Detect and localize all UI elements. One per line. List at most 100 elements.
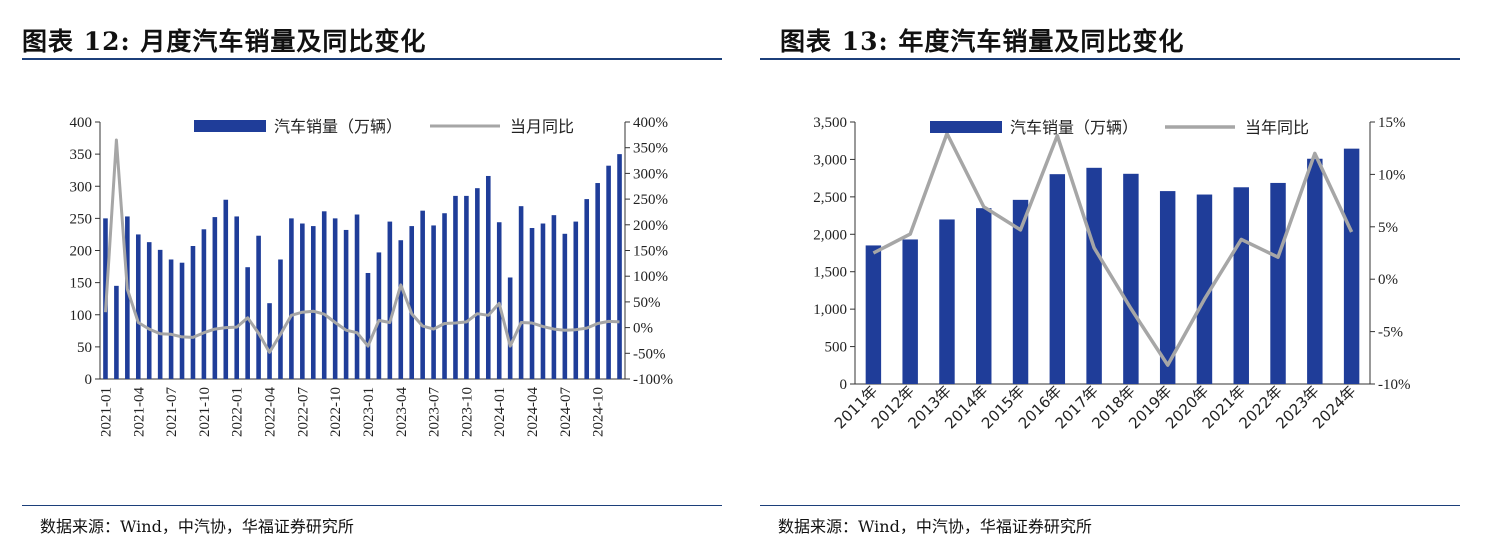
x-tick-label: 2023-07 — [427, 387, 443, 437]
sales-bar — [475, 188, 480, 379]
right-tick-label: 15% — [1378, 115, 1406, 131]
line-legend-label: 当月同比 — [510, 117, 574, 136]
sales-bar — [551, 215, 557, 379]
right-tick-label: -5% — [1378, 325, 1403, 341]
x-tick-label: 2021-01 — [98, 387, 114, 437]
annual-sales-chart: 0 500 1,000 1,500 2,000 2,500 3,000 3,500 -10% -5… — [813, 115, 1410, 432]
left-tick-label: 300 — [70, 179, 93, 195]
sales-bar — [398, 240, 404, 379]
sales-bar — [584, 199, 590, 379]
monthly-chart-title: 图表 12: 月度汽车销量及同比变化 — [22, 27, 427, 56]
sales-bar — [179, 262, 185, 379]
right-tick-label: -100% — [633, 372, 673, 388]
sales-bar — [518, 206, 524, 379]
line-legend-label: 当年同比 — [1245, 118, 1309, 137]
sales-bar — [409, 226, 415, 379]
bar-legend-swatch — [930, 121, 1002, 133]
sales-bar — [1123, 173, 1139, 384]
x-tick-label: 2024-04 — [525, 387, 541, 437]
sales-bar — [245, 267, 250, 379]
sales-bar — [146, 242, 152, 379]
left-tick-label: 250 — [70, 211, 93, 227]
sales-bar — [321, 211, 327, 379]
sales-bar — [485, 175, 491, 379]
left-tick-label: 100 — [70, 308, 93, 324]
sales-bar — [289, 218, 294, 379]
sales-bar — [865, 245, 882, 384]
x-tick-label: 2024-07 — [558, 387, 574, 437]
sales-bar — [332, 218, 338, 379]
sales-bar — [190, 246, 196, 379]
x-tick-label: 2021-04 — [131, 387, 147, 437]
sales-bar — [1012, 199, 1029, 384]
bar-legend-swatch — [194, 120, 266, 132]
sales-bar — [939, 219, 955, 384]
sales-bar — [365, 272, 371, 379]
x-tick-label: 2021-10 — [197, 387, 213, 437]
sales-bar — [1086, 167, 1102, 384]
sales-bar — [135, 234, 141, 379]
sales-bar — [168, 259, 174, 379]
x-tick-label: 2024-01 — [492, 387, 508, 437]
sales-bar — [902, 239, 918, 384]
sales-bar — [1270, 182, 1286, 384]
right-tick-label: 10% — [1378, 167, 1406, 183]
sales-bar — [354, 214, 360, 379]
right-tick-label: 5% — [1378, 220, 1398, 236]
sales-bar — [157, 249, 163, 379]
left-tick-label: 50 — [77, 340, 92, 356]
source-divider — [22, 505, 722, 506]
right-tick-label: 50% — [633, 295, 661, 311]
yoy-line — [104, 138, 620, 354]
bar-legend-label: 汽车销量（万辆） — [274, 117, 402, 136]
bar-legend-label: 汽车销量（万辆） — [1010, 118, 1138, 137]
sales-bar — [573, 221, 579, 379]
x-tick-label: 2023-04 — [394, 387, 410, 437]
sales-bar — [507, 277, 513, 379]
right-tick-label: 300% — [633, 166, 668, 182]
sales-bar — [343, 229, 349, 379]
sales-bar — [529, 228, 535, 379]
left-tick-label: 200 — [70, 244, 93, 260]
sales-bar — [256, 235, 261, 379]
left-tick-label: 3,000 — [813, 152, 847, 168]
sales-bar — [442, 213, 447, 379]
sales-bar — [540, 223, 546, 379]
sales-bar — [595, 183, 600, 379]
sales-bar — [976, 208, 992, 384]
source-divider — [760, 505, 1460, 506]
left-tick-label: 500 — [825, 340, 848, 356]
title-underline — [22, 58, 722, 60]
sales-bar — [1159, 191, 1176, 384]
yoy-line — [872, 131, 1354, 367]
sales-bar — [125, 216, 130, 379]
right-tick-label: 100% — [633, 269, 668, 285]
sales-bar — [420, 210, 425, 379]
sales-bar — [617, 154, 622, 379]
sales-bar — [1307, 158, 1323, 384]
sales-bar — [1233, 187, 1249, 384]
sales-bar — [201, 229, 207, 379]
title-underline — [760, 58, 1460, 60]
left-tick-label: 0 — [85, 372, 93, 388]
x-tick-label: 2022-04 — [263, 387, 279, 437]
monthly-source-note: 数据来源：Wind，中汽协，华福证券研究所 — [40, 517, 354, 536]
annual-chart-title: 图表 13: 年度汽车销量及同比变化 — [780, 27, 1185, 56]
left-tick-label: 2,500 — [813, 190, 847, 206]
sales-bar — [1049, 174, 1066, 384]
sales-bar — [1196, 194, 1213, 384]
left-tick-label: 1,500 — [813, 265, 847, 281]
x-tick-label: 2024-10 — [591, 387, 607, 437]
x-tick-label: 2021-07 — [164, 387, 180, 437]
x-tick-label: 2023-01 — [361, 387, 377, 437]
left-tick-label: 1,000 — [813, 302, 847, 318]
sales-bar — [310, 226, 316, 379]
monthly-panel: 图表 12: 月度汽车销量及同比变化 0 50 100 150 200 250 300 350… — [0, 0, 735, 559]
sales-bar — [464, 195, 469, 379]
sales-bar — [300, 223, 305, 379]
sales-bar — [212, 217, 218, 379]
x-tick-label: 2022-07 — [295, 387, 311, 437]
left-tick-label: 150 — [70, 276, 93, 292]
right-tick-label: 350% — [633, 141, 668, 157]
right-tick-label: 0% — [1378, 272, 1398, 288]
